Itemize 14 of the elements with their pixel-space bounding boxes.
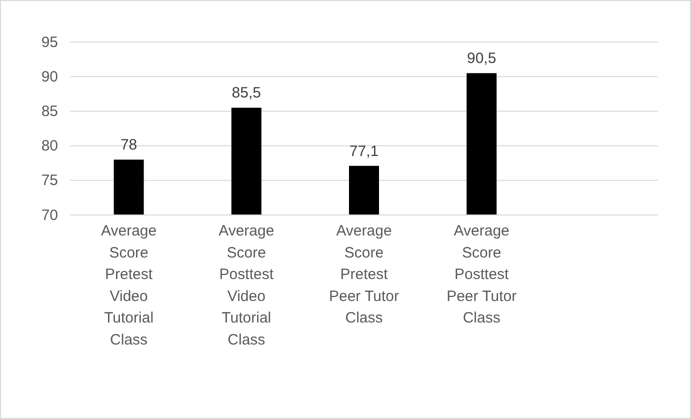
- y-tick-label: 75: [41, 172, 58, 190]
- x-tick-label: Average Score Pretest Video Tutorial Class: [100, 222, 157, 348]
- y-tick-label: 85: [41, 103, 58, 120]
- x-tick-label: Average Score Pretest Peer Tutor Class: [328, 222, 400, 327]
- data-label: 90,5: [467, 50, 496, 68]
- data-label: 78: [120, 136, 138, 154]
- y-tick-label: 70: [41, 206, 58, 224]
- data-label: 77,1: [349, 142, 379, 160]
- data-label: 85,5: [232, 84, 261, 102]
- x-tick-label: Average Score Posttest Video Tutorial Class: [218, 222, 274, 348]
- y-tick-label: 90: [41, 68, 58, 86]
- x-tick-label: Average Score Posttest Peer Tutor Class: [446, 222, 517, 327]
- y-tick-label: 80: [41, 138, 58, 155]
- y-tick-label: 95: [41, 34, 58, 51]
